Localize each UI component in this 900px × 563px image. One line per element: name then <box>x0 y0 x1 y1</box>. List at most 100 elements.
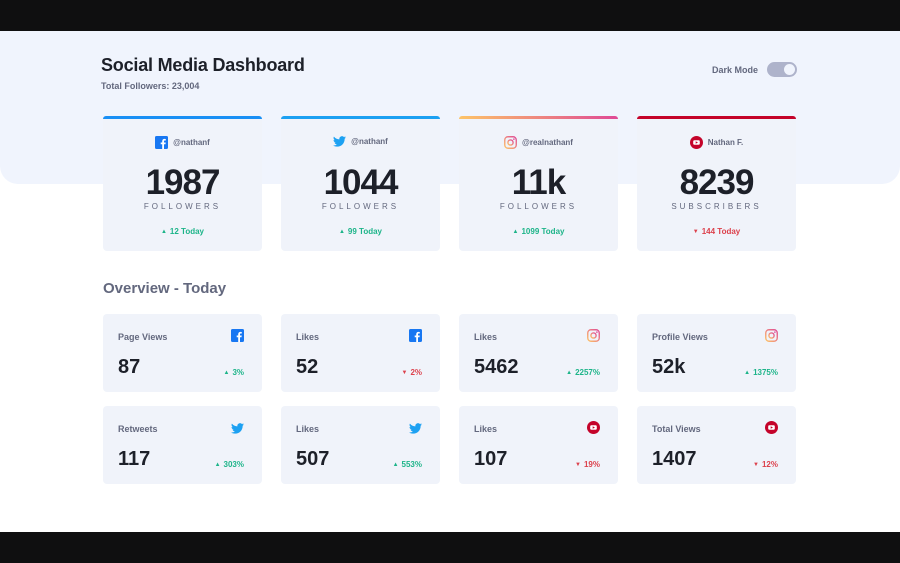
arrow-down-icon: ▼ <box>575 462 581 468</box>
facebook-icon <box>409 329 422 342</box>
page-title: Social Media Dashboard <box>101 55 305 75</box>
twitter-icon <box>333 136 347 147</box>
handle-row: Nathan F. <box>637 136 796 149</box>
today-change-value: 144 Today <box>701 227 741 236</box>
platform-handle: Nathan F. <box>707 138 744 147</box>
metric-value: 5462 <box>474 356 519 378</box>
follower-unit: FOLLOWERS <box>143 202 222 211</box>
metric-platform <box>587 329 600 347</box>
follower-unit: SUBSCRIBERS <box>671 202 762 211</box>
youtube-icon <box>689 136 703 149</box>
handle-row: @realnathanf <box>459 136 618 149</box>
metric-platform <box>231 421 244 439</box>
overview-card[interactable]: Likes 52 ▼ 2% <box>281 314 440 392</box>
metric-change: ▼ 2% <box>401 368 422 377</box>
platform-handle: @nathanf <box>351 137 388 146</box>
youtube-icon <box>765 421 778 434</box>
metric-platform <box>409 329 422 347</box>
metric-change-value: 2% <box>410 368 422 377</box>
instagram-followers-card[interactable]: @realnathanf 11k FOLLOWERS ▲ 1099 Today <box>459 116 618 251</box>
arrow-down-icon: ▼ <box>401 370 408 376</box>
platform-accent-bar <box>637 116 796 119</box>
metric-platform <box>587 421 600 439</box>
follower-count: 1987 <box>145 163 221 202</box>
metric-change: ▼ 19% <box>575 460 600 469</box>
overview-card[interactable]: Profile Views 52k ▲ 1375% <box>637 314 796 392</box>
metric-label: Retweets <box>118 424 158 434</box>
dashboard-page: Social Media Dashboard Total Followers: … <box>0 31 900 532</box>
arrow-up-icon: ▲ <box>744 370 751 376</box>
instagram-icon <box>587 329 600 342</box>
arrow-up-icon: ▲ <box>223 370 230 376</box>
twitter-followers-card[interactable]: @nathanf 1044 FOLLOWERS ▲ 99 Today <box>281 116 440 251</box>
follower-count: 1044 <box>323 163 399 202</box>
metric-value: 52k <box>652 356 686 378</box>
metric-value: 107 <box>474 448 508 470</box>
page-header: Social Media Dashboard Total Followers: … <box>101 55 305 91</box>
today-change: ▲ 99 Today <box>281 227 440 236</box>
total-followers: Total Followers: 23,004 <box>101 81 200 91</box>
arrow-up-icon: ▲ <box>160 229 167 235</box>
twitter-icon <box>409 423 422 434</box>
metric-change: ▼ 12% <box>753 460 778 469</box>
platform-handle: @realnathanf <box>522 138 573 147</box>
metric-change-value: 303% <box>223 460 244 469</box>
platform-handle: @nathanf <box>173 138 210 147</box>
overview-card[interactable]: Total Views 1407 ▼ 12% <box>637 406 796 484</box>
facebook-followers-card[interactable]: @nathanf 1987 FOLLOWERS ▲ 12 Today <box>103 116 262 251</box>
overview-title: Overview - Today <box>103 280 227 297</box>
today-change: ▼ 144 Today <box>637 227 796 236</box>
dark-mode-toggle[interactable] <box>767 62 798 77</box>
metric-label: Page Views <box>118 332 168 342</box>
youtube-followers-card[interactable]: Nathan F. 8239 SUBSCRIBERS ▼ 144 Today <box>637 116 796 251</box>
metric-change: ▲ 303% <box>215 460 244 469</box>
metric-value: 52 <box>296 356 319 378</box>
metric-change-value: 19% <box>583 460 600 469</box>
metric-platform <box>765 329 778 347</box>
today-change: ▲ 12 Today <box>103 227 262 236</box>
metric-value: 117 <box>118 448 151 470</box>
overview-card[interactable]: Likes 5462 ▲ 2257% <box>459 314 618 392</box>
platform-accent-bar <box>459 116 618 119</box>
twitter-icon <box>231 423 244 434</box>
handle-row: @nathanf <box>103 136 262 149</box>
metric-value: 1407 <box>652 448 697 470</box>
follower-unit: FOLLOWERS <box>499 202 578 211</box>
overview-card[interactable]: Likes 107 ▼ 19% <box>459 406 618 484</box>
follower-unit: FOLLOWERS <box>321 202 400 211</box>
metric-change: ▲ 3% <box>223 368 244 377</box>
arrow-up-icon: ▲ <box>214 462 221 468</box>
metric-change: ▲ 1375% <box>744 368 778 377</box>
metric-label: Likes <box>296 424 320 434</box>
follower-count: 11k <box>511 163 566 202</box>
toggle-knob <box>784 64 796 75</box>
instagram-icon <box>765 329 778 342</box>
arrow-up-icon: ▲ <box>338 229 345 235</box>
metric-change: ▲ 553% <box>393 460 422 469</box>
today-change-value: 12 Today <box>169 227 205 236</box>
platform-accent-bar <box>281 116 440 119</box>
instagram-icon <box>504 136 517 149</box>
overview-card[interactable]: Likes 507 ▲ 553% <box>281 406 440 484</box>
metric-change-value: 1375% <box>753 368 778 377</box>
metric-value: 507 <box>296 448 330 470</box>
metric-change-value: 553% <box>401 460 422 469</box>
metric-change-value: 2257% <box>575 368 600 377</box>
overview-card[interactable]: Page Views 87 ▲ 3% <box>103 314 262 392</box>
metric-platform <box>409 421 422 439</box>
dark-mode-label: Dark Mode <box>712 64 759 75</box>
metric-change: ▲ 2257% <box>566 368 600 377</box>
metric-label: Likes <box>474 332 498 342</box>
metric-label: Profile Views <box>652 332 708 342</box>
dark-mode-control: Dark Mode <box>712 62 798 77</box>
arrow-down-icon: ▼ <box>753 462 759 468</box>
metric-label: Likes <box>474 424 498 434</box>
youtube-icon <box>587 421 600 434</box>
today-change: ▲ 1099 Today <box>459 227 618 236</box>
metric-platform <box>765 421 778 439</box>
metric-change-value: 12% <box>761 460 778 469</box>
metric-label: Total Views <box>652 424 701 434</box>
arrow-up-icon: ▲ <box>392 462 399 468</box>
overview-card[interactable]: Retweets 117 ▲ 303% <box>103 406 262 484</box>
platform-accent-bar <box>103 116 262 119</box>
